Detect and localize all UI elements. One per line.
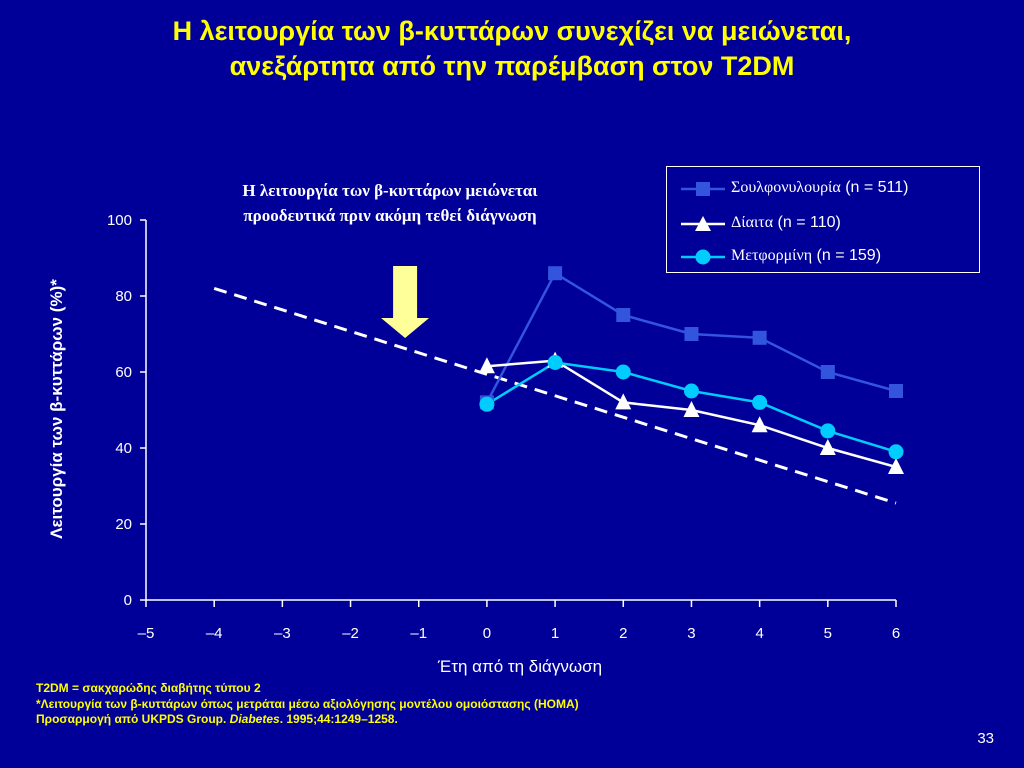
y-tick-label: 40 [115,440,132,457]
footnote-homa: *Λειτουργία των β-κυττάρων όπως μετράται… [36,696,579,711]
footnote-reference: Προσαρμογή από UKPDS Group. Diabetes. 19… [36,712,398,726]
data-point-triangle [615,393,632,410]
data-point-triangle [819,439,836,455]
data-point-circle [683,383,699,399]
x-tick-label: –1 [410,625,427,642]
slide-title-line1: Η λειτουργία των β-κυττάρων συνεχίζει να… [172,16,852,46]
data-point-circle [615,364,631,380]
legend-count: (n = 159) [816,247,882,264]
x-tick-label: –5 [138,625,155,642]
footnotes: T2DM = σακχαρώδης διαβήτης τύπου 2 *Λειτ… [36,681,579,728]
data-point-triangle [683,401,700,417]
square-marker-icon [681,182,725,196]
y-tick-label: 20 [115,516,132,533]
y-tick-label: 0 [124,592,132,609]
data-point-circle [479,396,495,412]
legend-count: (n = 110) [777,214,841,231]
x-axis-label: Έτη από τη διάγνωση [437,657,603,676]
page-number: 33 [977,730,994,747]
chart-legend: Σουλφονυλουρία (n = 511) Δίαιτα (n = 110… [666,166,980,273]
data-point-square [820,365,835,379]
y-tick-label: 100 [107,212,132,229]
x-tick-label: 5 [824,625,832,642]
x-tick-label: 4 [755,625,763,642]
data-point-triangle [888,458,904,474]
data-point-circle [547,355,563,370]
data-point-circle [888,444,904,460]
x-tick-label: 2 [619,625,627,642]
x-tick-label: –2 [342,625,359,642]
chart-annotation: Η λειτουργία των β-κυττάρων μειώνεται πρ… [160,178,620,228]
data-point-square [752,330,767,345]
data-point-square [684,327,699,341]
annotation-line1: Η λειτουργία των β-κυττάρων μειώνεται [242,181,538,200]
circle-marker-icon [681,249,725,265]
legend-item-diet: Δίαιτα (n = 110) [667,212,977,236]
slide-title: Η λειτουργία των β-κυττάρων συνεχίζει να… [0,14,1024,84]
data-point-square [889,384,903,398]
x-tick-label: 0 [483,625,491,642]
data-point-square [616,308,631,322]
legend-item-metformin: Μετφορμίνη (n = 159) [667,245,977,269]
trend-line-dashed [213,286,897,505]
legend-count: (n = 511) [845,179,909,196]
x-tick-label: 6 [892,625,900,642]
down-arrow-icon [381,266,430,338]
y-axis-label: Λειτουργία των β-κυττάρων (%)* [47,279,66,539]
data-point-circle [820,423,836,439]
legend-label: Σουλφονυλουρία [731,179,841,196]
footnote-abbreviation: T2DM = σακχαρώδης διαβήτης τύπου 2 [36,681,261,695]
data-point-circle [752,394,768,410]
data-point-triangle [478,357,495,374]
x-tick-label: 3 [687,625,695,642]
slide-title-line2: ανεξάρτητα από την παρέμβαση στον T2DM [229,51,795,81]
legend-label: Μετφορμίνη [731,247,813,264]
x-tick-label: 1 [551,625,559,642]
data-point-triangle [751,416,768,433]
annotation-line2: προοδευτικά πριν ακόμη τεθεί διάγνωση [243,206,537,225]
triangle-marker-icon [681,216,725,231]
x-tick-label: –3 [274,625,291,642]
x-tick-label: –4 [206,625,223,642]
y-tick-label: 80 [115,288,132,305]
journal-name: Diabetes [229,712,280,726]
data-point-square [548,266,563,281]
y-tick-label: 60 [115,364,132,381]
legend-item-sulfonylurea: Σουλφονυλουρία (n = 511) [667,177,977,201]
legend-label: Δίαιτα [731,214,774,231]
